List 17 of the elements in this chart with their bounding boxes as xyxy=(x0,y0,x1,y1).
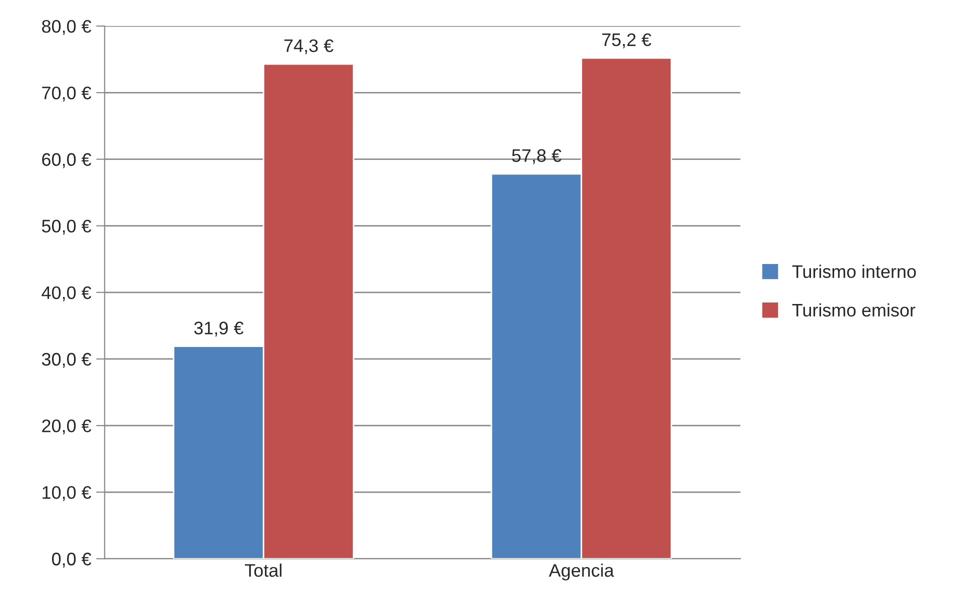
data-label: 57,8 € xyxy=(512,149,562,164)
data-label: 74,3 € xyxy=(284,39,334,54)
x-tick-label: Agencia xyxy=(548,564,614,580)
y-tick-label: 10,0 € xyxy=(42,486,92,501)
legend-label: Turismo emisor xyxy=(792,303,916,317)
y-tick-label: 30,0 € xyxy=(42,352,92,368)
data-label: 31,9 € xyxy=(194,322,244,337)
data-label: 75,2 € xyxy=(602,33,652,48)
x-tick-label: Total xyxy=(244,564,282,577)
y-tick-label: 40,0 € xyxy=(42,286,92,302)
legend-label: Turismo interno xyxy=(792,264,916,278)
y-tick-label: 20,0 € xyxy=(42,420,92,434)
y-tick-label: 80,0 € xyxy=(42,20,92,35)
y-tick-label: 0,0 € xyxy=(52,552,92,568)
y-tick-label: 60,0 € xyxy=(42,153,92,168)
y-tick-label: 70,0 € xyxy=(42,86,92,102)
y-tick-label: 50,0 € xyxy=(42,220,92,235)
